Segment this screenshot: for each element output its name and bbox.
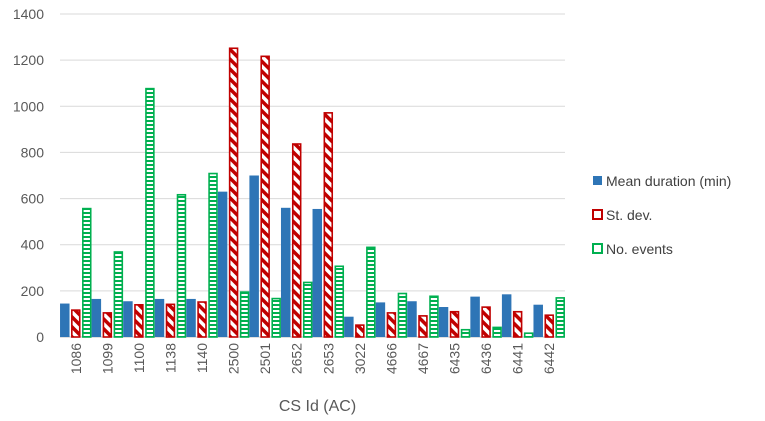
x-tick-label: 2653 [320, 343, 336, 374]
bar-mean-duration-min-4667 [407, 301, 417, 337]
bar-mean-duration-min-2500 [217, 191, 228, 337]
x-tick-label: 6435 [447, 343, 463, 374]
bar-st-dev-6442 [544, 314, 554, 338]
x-axis-ticks: 1086 1099 1100 1138 1140 2500 2501 2652 2653 3022… [68, 343, 557, 374]
bar-st-dev-2653 [323, 112, 334, 338]
bar-no-events-4667 [429, 295, 439, 338]
y-tick-label: 200 [21, 283, 45, 299]
bar-mean-duration-min-2501 [249, 175, 259, 337]
bar-mean-duration-min-6436 [470, 296, 480, 337]
bar-mean-duration-min-3022 [344, 316, 354, 337]
bar-st-dev-3022 [355, 324, 365, 338]
bar-mean-duration-min-1140 [186, 298, 196, 337]
bar-no-events-2500 [239, 291, 250, 338]
legend-label-no-events: No. events [606, 241, 673, 257]
bar-no-events-4666 [397, 292, 408, 338]
x-tick-label: 2500 [226, 343, 242, 374]
bar-st-dev-1086 [71, 309, 81, 338]
bars [60, 47, 565, 338]
legend-label-st-dev: St. dev. [606, 207, 652, 223]
bar-no-events-6435 [460, 328, 471, 338]
x-tick-label: 1140 [194, 343, 210, 373]
bar-mean-duration-min-4666 [375, 302, 386, 337]
legend-swatch-st-dev [592, 209, 603, 220]
bar-no-events-1100 [145, 87, 155, 338]
y-axis-ticks: 0 200 400 600 800 1000 1200 1400 [13, 6, 44, 345]
bar-mean-duration-min-1100 [123, 301, 133, 337]
legend-swatch-no-events [592, 243, 603, 254]
x-axis-title: CS Id (AC) [279, 398, 356, 415]
x-tick-label: 6442 [541, 343, 557, 374]
bar-no-events-1140 [208, 172, 218, 338]
bar-st-dev-6435 [449, 310, 460, 338]
x-tick-label: 1100 [131, 343, 147, 373]
y-tick-label: 800 [21, 144, 45, 160]
bar-mean-duration-min-2652 [280, 207, 291, 337]
bar-no-events-3022 [366, 246, 376, 338]
bar-mean-duration-min-2653 [312, 208, 323, 337]
x-tick-label: 6436 [478, 343, 494, 374]
y-tick-label: 1400 [13, 6, 44, 22]
bar-st-dev-4667 [418, 315, 428, 338]
bar-mean-duration-min-6435 [438, 307, 449, 337]
bar-st-dev-2500 [228, 47, 239, 338]
y-tick-label: 600 [21, 191, 45, 207]
x-tick-label: 2501 [257, 343, 273, 374]
bar-mean-duration-min-6441 [501, 294, 512, 337]
y-tick-label: 1200 [13, 52, 44, 68]
bar-mean-duration-min-1138 [154, 298, 165, 337]
bar-no-events-6436 [492, 326, 502, 338]
bar-mean-duration-min-6442 [533, 304, 543, 337]
bar-st-dev-2652 [291, 143, 302, 338]
legend-swatch-mean-duration-min [593, 176, 602, 185]
x-tick-label: 1138 [162, 343, 178, 373]
bar-st-dev-1140 [197, 301, 207, 338]
legend: Mean duration (min) St. dev. No. events [592, 173, 731, 257]
y-tick-label: 0 [36, 329, 44, 345]
bar-no-events-2653 [334, 265, 345, 338]
legend-label-mean-duration-min: Mean duration (min) [606, 173, 731, 189]
x-tick-label: 4667 [415, 343, 431, 374]
bar-no-events-6441 [523, 332, 534, 338]
bar-no-events-2501 [271, 297, 281, 338]
bar-no-events-1086 [82, 207, 92, 338]
bar-mean-duration-min-1086 [60, 303, 70, 337]
x-tick-label: 1099 [99, 343, 115, 374]
bar-no-events-1138 [176, 193, 187, 338]
x-tick-label: 4666 [383, 343, 399, 374]
x-tick-label: 6441 [510, 343, 526, 374]
bar-st-dev-6441 [512, 310, 523, 338]
bar-st-dev-6436 [481, 306, 491, 338]
bar-st-dev-1138 [165, 303, 176, 338]
x-tick-label: 2652 [289, 343, 305, 374]
bar-no-events-1099 [113, 251, 124, 338]
bar-no-events-6442 [555, 297, 565, 338]
x-tick-label: 3022 [352, 343, 368, 374]
bar-st-dev-2501 [260, 55, 270, 338]
bar-st-dev-1100 [134, 304, 144, 338]
y-tick-label: 1000 [13, 98, 44, 114]
bar-st-dev-1099 [102, 312, 113, 338]
bar-no-events-2652 [302, 281, 313, 338]
y-tick-label: 400 [21, 237, 45, 253]
bar-mean-duration-min-1099 [91, 298, 102, 337]
gridlines [60, 13, 565, 338]
bar-st-dev-4666 [386, 312, 397, 338]
x-tick-label: 1086 [68, 343, 84, 374]
